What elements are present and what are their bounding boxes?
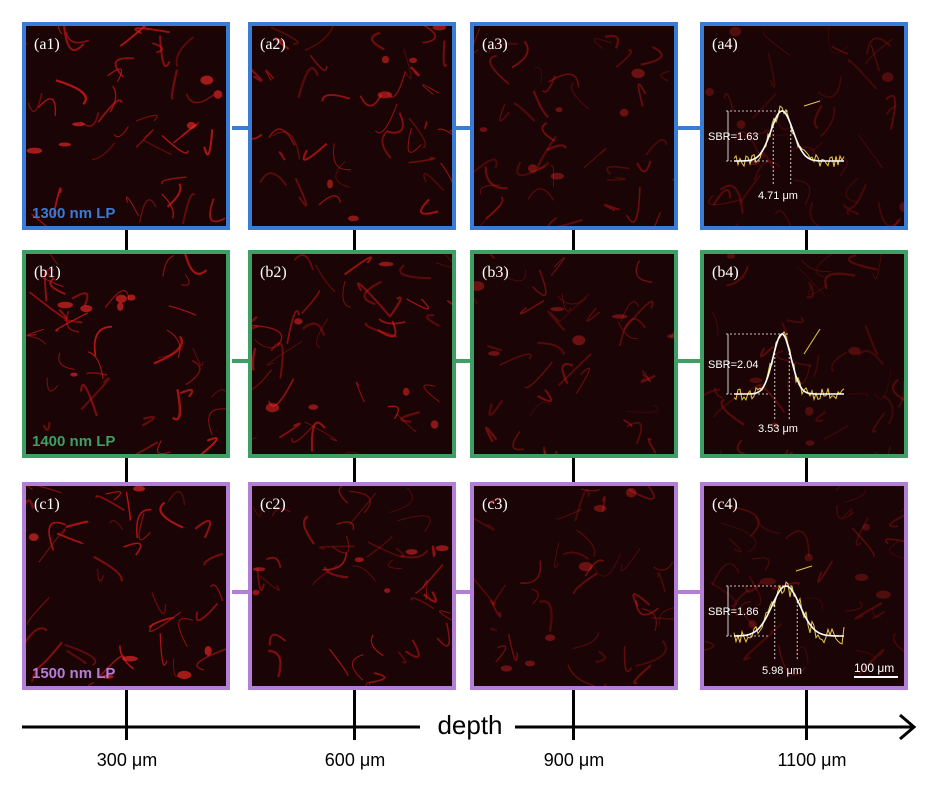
- image-panel-c2: (c2): [248, 482, 456, 690]
- vessel-image: [474, 486, 674, 686]
- sbr-value: SBR=1.63: [708, 131, 758, 143]
- scale-bar-line: [854, 676, 898, 678]
- panel-label: (a1): [34, 36, 60, 53]
- fwhm-value: 5.98 μm: [762, 665, 802, 677]
- panel-label: (b3): [482, 264, 509, 281]
- vessel-image: [26, 254, 226, 454]
- vessel-image: [26, 486, 226, 686]
- profile-fit-line: [734, 110, 844, 162]
- row-b-connector: [232, 359, 702, 363]
- fwhm-value: 4.71 μm: [758, 190, 798, 202]
- depth-tick-300: 300 μm: [96, 750, 158, 770]
- vessel-image: [474, 28, 674, 226]
- image-panel-c3: (c3): [470, 482, 678, 690]
- image-panel-a1: (a1) 1300 nm LP: [22, 22, 230, 230]
- fwhm-value: 3.53 μm: [758, 423, 798, 435]
- intensity-profile: SBR=2.04 3.53 μm: [708, 328, 845, 435]
- vessel-image: [704, 486, 904, 676]
- panel-label: (a4): [712, 36, 738, 53]
- profile-fit-line: [734, 585, 844, 637]
- image-panel-c1: (c1) 1500 nm LP: [22, 482, 230, 690]
- image-panel-c4: (c4) SBR=1.86 5.98 μm 100 μm: [700, 482, 908, 690]
- panel-label: (b1): [34, 264, 61, 281]
- panel-label: (b2): [260, 264, 287, 281]
- panel-label: (a2): [260, 36, 286, 53]
- panel-label: (c1): [34, 496, 60, 513]
- vessel-image: [252, 486, 452, 686]
- vessel-image: [705, 26, 904, 226]
- profile-location-marker: [803, 328, 821, 355]
- depth-tick-1100: 1100 μm: [777, 750, 847, 770]
- scale-bar: 100 μm: [854, 661, 898, 678]
- intensity-profile: SBR=1.86 5.98 μm: [708, 565, 845, 677]
- image-panel-b4: (b4) SBR=2.04 3.53 μm: [700, 250, 908, 458]
- vessel-image: [26, 26, 226, 226]
- sbr-value: SBR=1.86: [708, 606, 758, 618]
- image-panel-b3: (b3): [470, 250, 678, 458]
- profile-location-marker: [803, 100, 821, 107]
- image-panel-b1: (b1) 1400 nm LP: [22, 250, 230, 458]
- vessel-image: [252, 26, 452, 222]
- vessel-image: [252, 254, 452, 454]
- depth-axis: [22, 713, 917, 741]
- panel-label: (c2): [260, 496, 286, 513]
- sbr-value: SBR=2.04: [708, 359, 758, 371]
- row-a-connector: [232, 126, 702, 130]
- panel-label: (a3): [482, 36, 508, 53]
- row-c-connector: [232, 590, 702, 594]
- image-panel-a3: (a3): [470, 22, 678, 230]
- filter-label: 1400 nm LP: [32, 433, 116, 450]
- image-panel-b2: (b2): [248, 250, 456, 458]
- depth-tick-900: 900 μm: [543, 750, 605, 770]
- image-panel-a2: (a2): [248, 22, 456, 230]
- vessel-image: [704, 254, 904, 454]
- vessel-image: [474, 254, 674, 454]
- panel-label: (b4): [712, 264, 739, 281]
- intensity-profile: SBR=1.63 4.71 μm: [708, 100, 845, 202]
- depth-axis-label: depth: [437, 710, 503, 740]
- panel-label: (c4): [712, 496, 738, 513]
- filter-label: 1300 nm LP: [32, 205, 116, 222]
- profile-location-marker: [795, 565, 813, 572]
- image-panel-a4: (a4) SBR=1.63 4.71 μm: [700, 22, 908, 230]
- panel-label: (c3): [482, 496, 508, 513]
- scale-bar-label: 100 μm: [854, 661, 895, 675]
- profile-raw-line: [733, 581, 845, 645]
- depth-tick-600: 600 μm: [324, 750, 386, 770]
- filter-label: 1500 nm LP: [32, 665, 116, 682]
